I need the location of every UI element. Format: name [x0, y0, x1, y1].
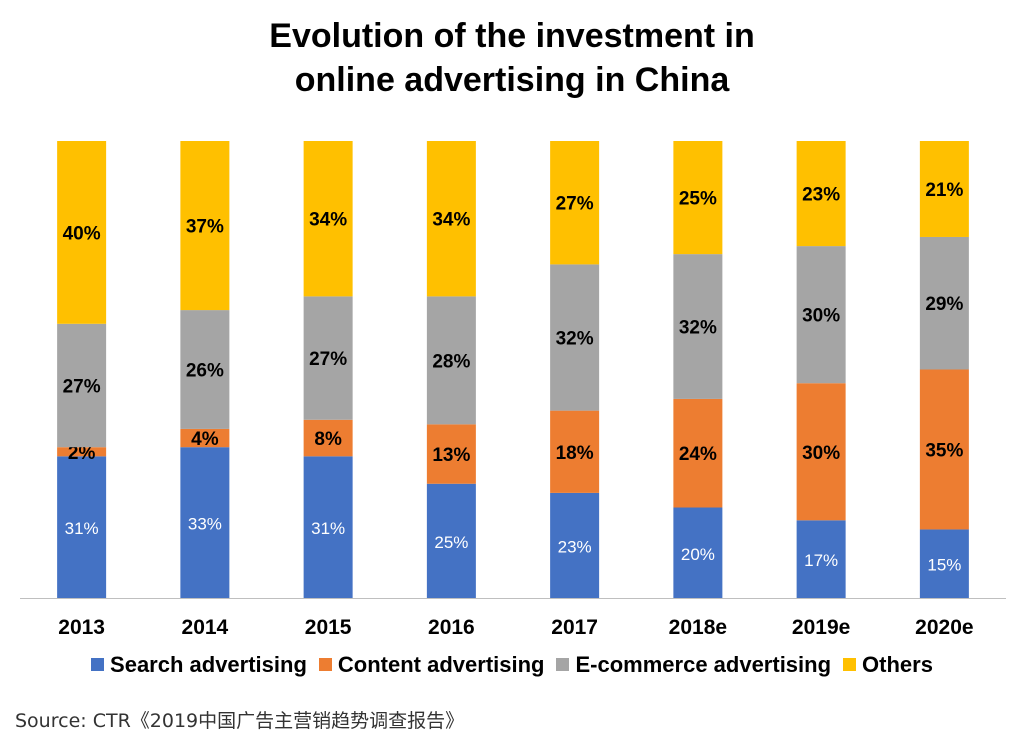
- legend-label: Search advertising: [110, 652, 307, 677]
- bar-segment-others-2015: [303, 141, 353, 297]
- x-tick-label: 2017: [551, 616, 598, 639]
- bar-segment-content-advertising-2015: [303, 419, 353, 457]
- data-label: 17%: [804, 551, 838, 570]
- bar-segment-search-advertising-2013: [57, 456, 107, 598]
- bar-segment-content-advertising-2014: [180, 428, 230, 448]
- data-label: 21%: [925, 180, 963, 201]
- data-label: 4%: [191, 429, 219, 450]
- bar-segment-search-advertising-2016: [426, 483, 476, 598]
- bar-segment-content-advertising-2018e: [673, 398, 723, 508]
- data-label: 33%: [188, 515, 222, 534]
- x-tick-label: 2013: [58, 616, 105, 639]
- bar-segment-content-advertising-2013: [57, 447, 107, 457]
- data-label: 23%: [558, 537, 592, 556]
- data-label: 30%: [802, 443, 840, 464]
- bar-segment-e-commerce-advertising-2015: [303, 296, 353, 420]
- bar-segment-e-commerce-advertising-2017: [550, 264, 600, 411]
- data-label: 24%: [679, 444, 717, 465]
- chart-title: Evolution of the investment in online ad…: [0, 14, 1024, 102]
- bar-segment-search-advertising-2020e: [919, 529, 969, 598]
- data-label: 35%: [925, 440, 963, 461]
- bar-segment-e-commerce-advertising-2018e: [673, 254, 723, 399]
- data-label: 28%: [432, 351, 470, 372]
- bar-segment-content-advertising-2019e: [796, 383, 846, 521]
- data-label: 8%: [314, 429, 342, 450]
- data-label: 27%: [309, 349, 347, 370]
- data-label: 30%: [802, 306, 840, 327]
- bar-segment-e-commerce-advertising-2014: [180, 310, 230, 429]
- bar-segment-others-2019e: [796, 141, 846, 247]
- legend-item: E-commerce advertising: [556, 652, 831, 678]
- x-tick-label: 2016: [428, 616, 475, 639]
- legend-item: Others: [843, 652, 933, 678]
- bar-segment-others-2018e: [673, 141, 723, 255]
- data-label: 15%: [927, 556, 961, 575]
- data-label: 25%: [434, 533, 468, 552]
- x-tick-label: 2015: [305, 616, 352, 639]
- data-label: 40%: [63, 223, 101, 244]
- bar-segment-search-advertising-2015: [303, 456, 353, 598]
- data-label: 31%: [65, 519, 99, 538]
- data-label: 29%: [925, 294, 963, 315]
- data-label: 2%: [68, 443, 96, 464]
- legend-label: Others: [862, 652, 933, 677]
- bar-segment-content-advertising-2016: [426, 424, 476, 484]
- bar-segment-e-commerce-advertising-2019e: [796, 246, 846, 384]
- legend-swatch: [556, 658, 570, 671]
- data-label: 34%: [432, 210, 470, 231]
- data-label: 34%: [309, 210, 347, 231]
- legend-swatch: [318, 658, 332, 671]
- chart-title-line1: Evolution of the investment in: [269, 17, 755, 55]
- x-tick-label: 2019e: [792, 616, 850, 639]
- x-tick-label: 2020e: [915, 616, 973, 639]
- bar-segment-e-commerce-advertising-2016: [426, 296, 476, 425]
- bar-segment-e-commerce-advertising-2013: [57, 323, 107, 448]
- data-label: 27%: [63, 376, 101, 397]
- bar-segment-search-advertising-2018e: [673, 507, 723, 598]
- legend-swatch: [843, 658, 857, 671]
- data-label: 23%: [802, 185, 840, 206]
- legend-label: E-commerce advertising: [575, 652, 832, 677]
- data-label: 13%: [432, 445, 470, 466]
- legend-item: Search advertising: [91, 652, 307, 678]
- bar-segment-others-2014: [180, 141, 230, 311]
- chart-legend: Search advertising Content advertising E-c…: [0, 652, 1024, 678]
- data-label: 25%: [679, 189, 717, 210]
- data-label: 37%: [186, 217, 224, 238]
- data-label: 32%: [679, 318, 717, 339]
- data-label: 26%: [186, 361, 224, 382]
- bar-segment-others-2013: [57, 141, 107, 324]
- legend-item: Content advertising: [318, 652, 545, 678]
- data-label: 32%: [556, 329, 594, 350]
- source-note: Source: CTR《2019中国广告主营销趋势调查报告》: [15, 710, 465, 732]
- bar-segment-others-2016: [426, 141, 476, 297]
- bar-segment-e-commerce-advertising-2020e: [919, 236, 969, 370]
- bar-segment-search-advertising-2017: [550, 492, 600, 598]
- bar-segment-search-advertising-2014: [180, 447, 230, 598]
- bar-segment-search-advertising-2019e: [796, 520, 846, 598]
- x-tick-label: 2014: [182, 616, 229, 639]
- chart-title-line2: online advertising in China: [294, 61, 730, 99]
- stacked-bar-chart: 31% 2% 27% 40% 2013 33% 4% 26% 37% 2014 31% 8% 27% 34…: [20, 141, 1006, 639]
- bar-segment-others-2020e: [919, 141, 969, 237]
- bar-segment-content-advertising-2020e: [919, 369, 969, 530]
- data-label: 27%: [556, 194, 594, 215]
- bar-segment-others-2017: [550, 141, 600, 265]
- x-tick-label: 2018e: [669, 616, 727, 639]
- data-label: 31%: [311, 519, 345, 538]
- data-label: 20%: [681, 545, 715, 564]
- data-label: 18%: [556, 443, 594, 464]
- legend-label: Content advertising: [337, 652, 545, 677]
- bar-segment-content-advertising-2017: [550, 410, 600, 493]
- legend-swatch: [91, 658, 105, 671]
